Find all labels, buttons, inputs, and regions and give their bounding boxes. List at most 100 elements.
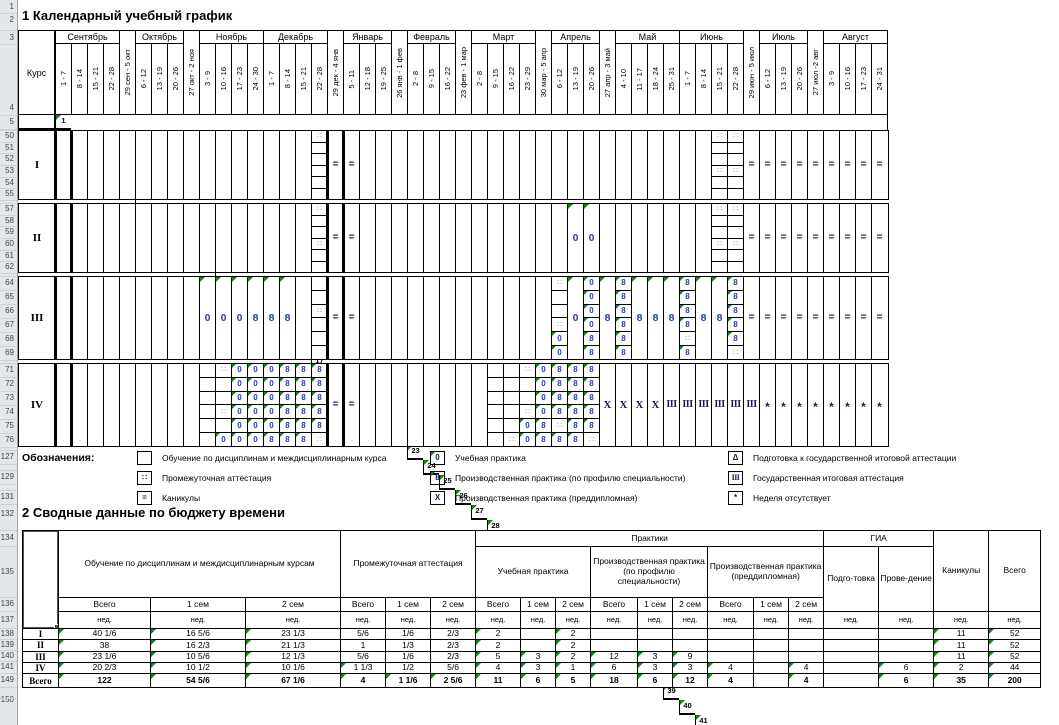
value-cell[interactable]: 12: [590, 650, 639, 664]
row-header[interactable]: 55: [5, 189, 14, 199]
day-cell[interactable]: 8: [728, 290, 743, 305]
day-cell[interactable]: [312, 154, 327, 166]
row-header[interactable]: 138: [0, 629, 14, 638]
value-cell[interactable]: 21 1/3: [244, 639, 342, 652]
day-cell[interactable]: 0: [536, 405, 551, 420]
week-cell[interactable]: ∷ ∷: [727, 204, 743, 272]
day-cell[interactable]: 8: [296, 405, 311, 420]
value-cell[interactable]: 6: [590, 662, 639, 675]
week-cell[interactable]: =: [775, 204, 791, 272]
row-header[interactable]: 5: [9, 117, 14, 126]
subheader-semester[interactable]: Всего: [58, 597, 151, 612]
day-cell[interactable]: 8: [584, 391, 599, 406]
header-gia-group[interactable]: ГИА: [823, 530, 935, 547]
day-cell[interactable]: ∷: [680, 332, 695, 347]
week-cell[interactable]: [167, 277, 183, 359]
week-cell[interactable]: [695, 131, 711, 199]
day-cell[interactable]: 8: [568, 377, 583, 392]
day-cell[interactable]: 0: [264, 405, 279, 420]
day-cell[interactable]: 8: [568, 405, 583, 420]
week-cell[interactable]: [199, 364, 215, 446]
week-cell[interactable]: ∷: [311, 131, 327, 199]
week-cell[interactable]: 8 8 8 8 8 ∷: [311, 364, 327, 446]
day-cell[interactable]: 0: [584, 318, 599, 333]
row-header[interactable]: 76: [5, 435, 14, 444]
value-cell[interactable]: 10 5/6: [150, 650, 246, 664]
week-cell[interactable]: [391, 364, 407, 446]
subheader-semester[interactable]: 1 сем: [520, 597, 557, 612]
day-cell[interactable]: [488, 378, 503, 392]
week-cell[interactable]: [119, 131, 135, 199]
value-cell[interactable]: [707, 627, 755, 641]
value-cell[interactable]: [707, 639, 755, 652]
day-cell[interactable]: 8: [280, 364, 295, 378]
day-cell[interactable]: 8: [680, 346, 695, 359]
value-cell[interactable]: 40 1/6: [58, 627, 151, 641]
value-cell[interactable]: 44: [988, 662, 1042, 675]
value-cell[interactable]: 4: [707, 673, 755, 689]
row-header[interactable]: 57: [5, 203, 14, 213]
day-cell[interactable]: ∷: [216, 405, 231, 420]
value-cell[interactable]: 4: [475, 662, 522, 675]
day-cell[interactable]: 0: [264, 377, 279, 392]
day-cell[interactable]: ∷: [712, 131, 727, 143]
week-cell[interactable]: [151, 364, 167, 446]
row-header[interactable]: 64: [5, 278, 14, 287]
week-cell[interactable]: III: [743, 364, 759, 446]
day-cell[interactable]: ∷: [732, 347, 739, 357]
subheader-semester[interactable]: Всего: [707, 597, 755, 612]
week-cell[interactable]: [263, 204, 279, 272]
row-header[interactable]: 50: [5, 130, 14, 140]
day-cell[interactable]: [712, 250, 727, 262]
day-cell[interactable]: ∷: [508, 434, 515, 444]
value-cell[interactable]: 3: [637, 662, 674, 675]
week-cell[interactable]: =: [791, 277, 807, 359]
value-cell[interactable]: 6: [637, 673, 674, 689]
day-cell[interactable]: [488, 419, 503, 434]
day-cell[interactable]: [312, 166, 327, 177]
header-vacation[interactable]: Каникулы: [933, 530, 990, 612]
week-cell[interactable]: [391, 277, 407, 359]
week-cell[interactable]: [167, 364, 183, 446]
unit-label[interactable]: нед.: [753, 611, 790, 629]
day-cell[interactable]: [552, 291, 567, 305]
week-number-cell[interactable]: 26: [455, 490, 471, 505]
day-cell[interactable]: 0: [248, 419, 263, 434]
week-cell[interactable]: =: [343, 204, 359, 272]
week-cell[interactable]: [263, 131, 279, 199]
week-cell[interactable]: ∷ ∷: [711, 131, 727, 199]
subheader-semester[interactable]: 1 сем: [637, 597, 674, 612]
row-header[interactable]: 135: [0, 567, 14, 576]
unit-label[interactable]: нед.: [788, 611, 825, 629]
day-cell[interactable]: [312, 177, 327, 189]
header-production-practice[interactable]: Производственная практика (по профилю сп…: [590, 546, 709, 598]
day-cell[interactable]: 8: [312, 419, 327, 434]
week-cell[interactable]: 8: [631, 277, 647, 359]
value-cell[interactable]: 5: [555, 673, 592, 689]
row-header[interactable]: 66: [5, 306, 14, 315]
day-cell[interactable]: [312, 262, 327, 273]
week-cell[interactable]: [647, 131, 663, 199]
week-cell[interactable]: [439, 131, 455, 199]
day-cell[interactable]: [712, 177, 727, 189]
week-cell[interactable]: [423, 204, 439, 272]
value-cell[interactable]: 12 1/3: [244, 650, 342, 664]
day-cell[interactable]: [728, 189, 743, 200]
week-cell[interactable]: [455, 277, 471, 359]
week-cell[interactable]: [535, 277, 551, 359]
value-cell[interactable]: [788, 650, 825, 664]
week-cell[interactable]: =: [791, 131, 807, 199]
row-header[interactable]: 60: [5, 238, 14, 248]
day-cell[interactable]: 8: [552, 377, 567, 392]
value-cell[interactable]: [520, 627, 557, 641]
value-cell[interactable]: 52: [988, 650, 1042, 664]
unit-label[interactable]: нед.: [590, 611, 639, 629]
day-cell[interactable]: [712, 262, 727, 273]
day-cell[interactable]: 8: [296, 419, 311, 434]
day-cell[interactable]: ∷: [312, 204, 327, 216]
day-cell[interactable]: [200, 378, 215, 392]
week-cell[interactable]: III: [663, 364, 679, 446]
week-cell[interactable]: 8 8 8 8 8 ∷: [727, 277, 743, 359]
week-cell[interactable]: [375, 364, 391, 446]
week-cell[interactable]: [135, 131, 151, 199]
